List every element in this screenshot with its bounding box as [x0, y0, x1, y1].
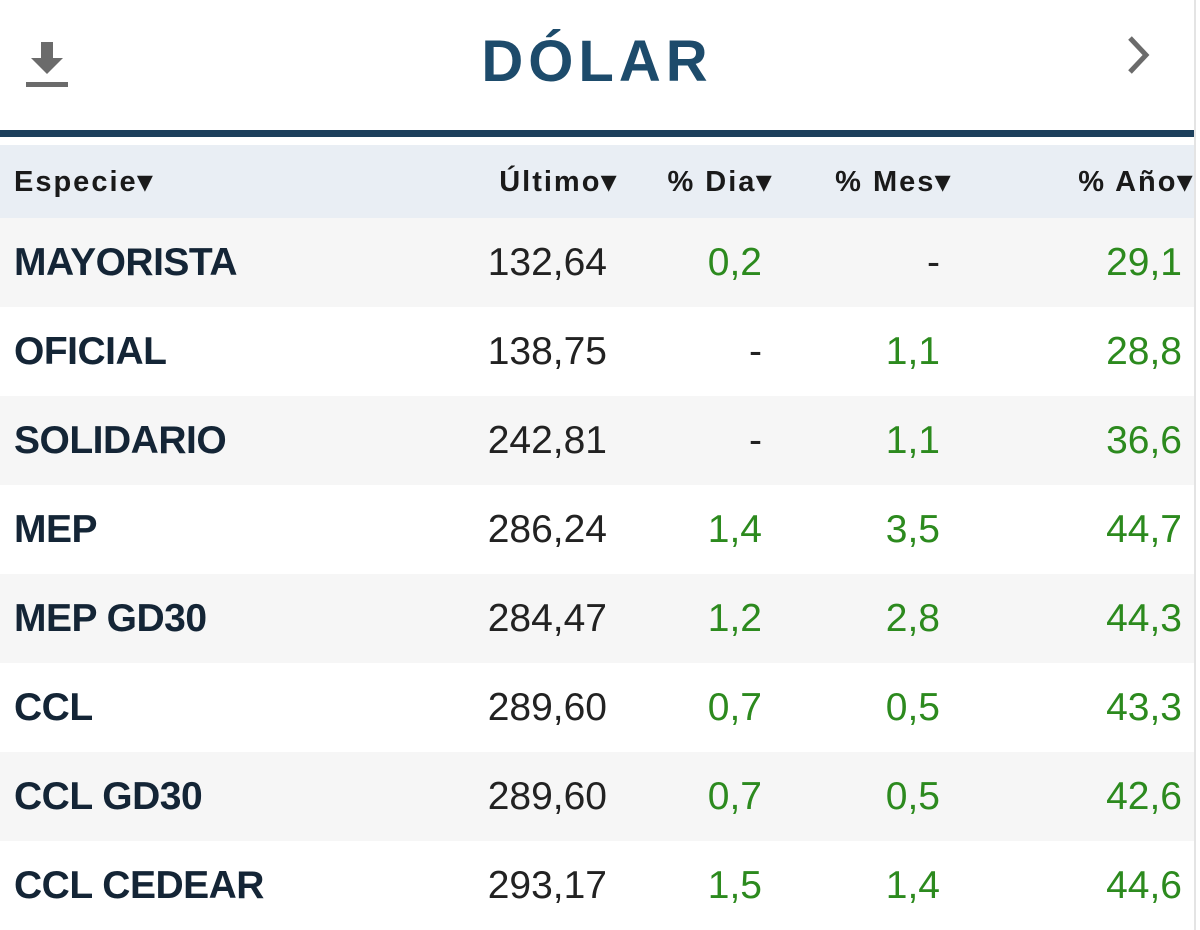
instrument-name: MEP GD30: [14, 596, 207, 640]
instrument-name: MAYORISTA: [14, 240, 238, 284]
table-cell: 1,4: [707, 507, 762, 551]
title: DÓLAR: [481, 29, 713, 94]
table-row[interactable]: OFICIAL 138,75 - 1,1 28,8: [0, 307, 1194, 396]
instrument-name: OFICIAL: [14, 329, 167, 373]
column-header[interactable]: Especie▾: [14, 166, 155, 198]
table-cell: 0,7: [707, 774, 762, 818]
table-cell: -: [749, 418, 762, 462]
column-header[interactable]: Último▾: [499, 166, 618, 198]
table-cell: 132,64: [487, 240, 607, 284]
next-arrow[interactable]: [1124, 34, 1154, 78]
column-header[interactable]: % Mes▾: [835, 166, 952, 198]
table-cell: 44,7: [1106, 507, 1182, 551]
instrument-name: CCL CEDEAR: [14, 863, 264, 907]
table-cell: 293,17: [487, 863, 607, 907]
table-cell: 286,24: [487, 507, 607, 551]
table-cell: 29,1: [1106, 240, 1182, 284]
table-cell: -: [927, 240, 940, 284]
table-cell: 28,8: [1106, 329, 1182, 373]
table-cell: 1,1: [885, 418, 940, 462]
table-cell: 0,5: [885, 685, 940, 729]
table-cell: 2,8: [885, 596, 940, 640]
table-cell: 1,2: [707, 596, 762, 640]
table-cell: 1,4: [885, 863, 940, 907]
table-cell: 138,75: [487, 329, 607, 373]
table-cell: 43,3: [1106, 685, 1182, 729]
table-row[interactable]: MEP GD30 284,47 1,2 2,8 44,3: [0, 574, 1194, 663]
table-cell: 1,5: [707, 863, 762, 907]
instrument-name: CCL GD30: [14, 774, 203, 818]
table-row[interactable]: MAYORISTA 132,64 0,2 - 29,1: [0, 218, 1194, 307]
download-icon[interactable]: [24, 40, 70, 90]
table-cell: 284,47: [487, 596, 607, 640]
table-cell: 36,6: [1106, 418, 1182, 462]
divider: [0, 130, 1194, 137]
table-cell: 242,81: [487, 418, 607, 462]
column-header[interactable]: % Dia▾: [667, 166, 773, 198]
instrument-name: SOLIDARIO: [14, 418, 227, 462]
table-cell: 3,5: [885, 507, 940, 551]
table-row[interactable]: MEP 286,24 1,4 3,5 44,7: [0, 485, 1194, 574]
table-row[interactable]: CCL GD30 289,60 0,7 0,5 42,6: [0, 752, 1194, 841]
column-header[interactable]: % Año▾: [1078, 166, 1194, 198]
table-row[interactable]: CCL CEDEAR 293,17 1,5 1,4 44,6: [0, 841, 1194, 930]
table-header: Especie▾ Último▾ % Dia▾ % Mes▾ % Año▾: [0, 145, 1194, 218]
table-cell: 289,60: [487, 774, 607, 818]
table-cell: 0,7: [707, 685, 762, 729]
instrument-name: CCL: [14, 685, 93, 729]
table-cell: 0,5: [885, 774, 940, 818]
table-cell: 1,1: [885, 329, 940, 373]
table-cell: 44,6: [1106, 863, 1182, 907]
instrument-name: MEP: [14, 507, 98, 551]
table-cell: 42,6: [1106, 774, 1182, 818]
table-cell: -: [749, 329, 762, 373]
table-row[interactable]: SOLIDARIO 242,81 - 1,1 36,6: [0, 396, 1194, 485]
table-cell: 289,60: [487, 685, 607, 729]
table-row[interactable]: CCL 289,60 0,7 0,5 43,3: [0, 663, 1194, 752]
table-cell: 0,2: [707, 240, 762, 284]
table-cell: 44,3: [1106, 596, 1182, 640]
